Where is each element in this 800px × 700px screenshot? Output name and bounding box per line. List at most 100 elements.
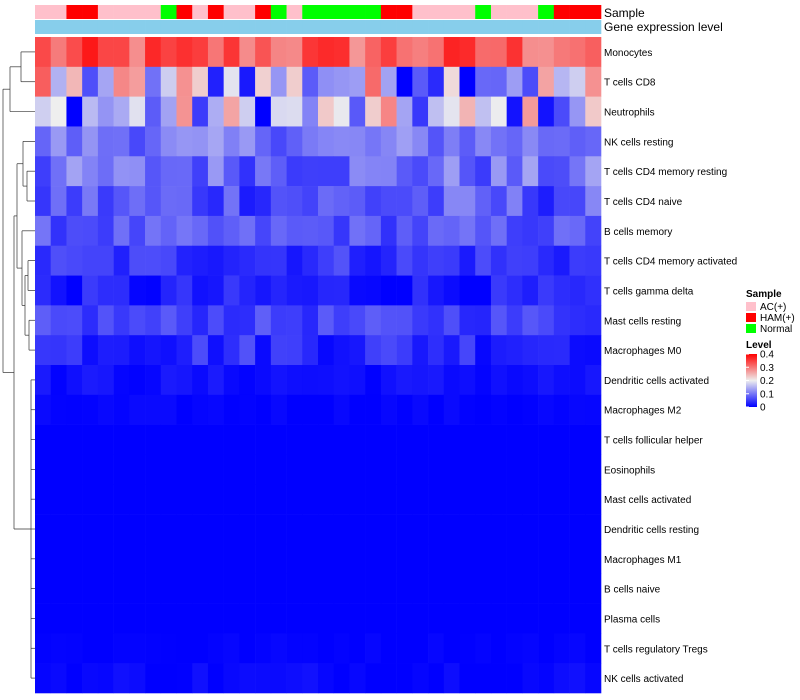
- heatmap-cell: [239, 573, 256, 604]
- heatmap-cell: [318, 394, 335, 425]
- expression-annotation-cell: [412, 20, 429, 34]
- row-label: T cells regulatory Tregs: [604, 644, 708, 655]
- heatmap-cell: [538, 37, 555, 68]
- heatmap-cell: [113, 245, 130, 276]
- heatmap-cell: [160, 275, 177, 306]
- heatmap-cell: [538, 603, 555, 634]
- heatmap-cell: [412, 215, 429, 247]
- heatmap-cell: [239, 424, 256, 455]
- heatmap-cell: [475, 394, 492, 425]
- heatmap-cell: [97, 126, 114, 157]
- heatmap-cell: [145, 96, 162, 127]
- heatmap-cell: [113, 365, 130, 396]
- row-label: Monocytes: [604, 48, 652, 59]
- heatmap-cell: [129, 365, 146, 396]
- heatmap-cell: [160, 335, 177, 366]
- heatmap-cell: [239, 66, 256, 97]
- heatmap-cell: [396, 394, 413, 425]
- heatmap-cell: [490, 215, 507, 247]
- heatmap-cell: [160, 633, 177, 664]
- heatmap-cell: [365, 573, 382, 604]
- heatmap-cell: [585, 663, 602, 694]
- sample-annotation-cell: [66, 5, 83, 19]
- heatmap-cell: [585, 66, 602, 97]
- expression-annotation-cell: [396, 20, 413, 34]
- heatmap-cell: [129, 156, 146, 187]
- heatmap-cell: [207, 424, 224, 455]
- expression-annotation-track: [35, 20, 602, 34]
- heatmap-cell: [538, 484, 555, 515]
- expression-annotation-cell: [207, 20, 224, 34]
- heatmap-cell: [207, 543, 224, 575]
- heatmap-cell: [349, 335, 366, 366]
- heatmap-cell: [569, 126, 586, 157]
- heatmap-cell: [396, 96, 413, 127]
- heatmap-cell: [129, 96, 146, 127]
- heatmap-cell: [333, 156, 350, 187]
- heatmap-cell: [255, 543, 272, 575]
- heatmap-cell: [82, 394, 99, 425]
- heatmap-cell: [35, 394, 52, 425]
- heatmap-cell: [113, 573, 130, 604]
- heatmap-cell: [365, 514, 382, 545]
- heatmap-cell: [223, 305, 240, 336]
- heatmap-cell: [129, 305, 146, 336]
- expression-annotation-cell: [380, 20, 397, 34]
- heatmap-cell: [569, 275, 586, 306]
- heatmap-cell: [538, 335, 555, 366]
- expression-annotation-cell: [97, 20, 114, 34]
- heatmap-cell: [50, 484, 67, 515]
- heatmap-cell: [192, 37, 209, 68]
- heatmap-cell: [569, 156, 586, 187]
- heatmap-cell: [365, 663, 382, 694]
- heatmap-cell: [192, 543, 209, 575]
- heatmap-cell: [459, 275, 476, 306]
- sample-annotation-cell: [475, 5, 492, 19]
- heatmap-cell: [365, 543, 382, 575]
- heatmap-cell: [380, 96, 397, 127]
- heatmap-cell: [475, 126, 492, 157]
- heatmap-cell: [349, 156, 366, 187]
- heatmap-cell: [35, 186, 52, 217]
- heatmap-cell: [97, 603, 114, 634]
- heatmap-cell: [459, 186, 476, 217]
- heatmap-cell: [286, 633, 303, 664]
- heatmap-cell: [333, 573, 350, 604]
- heatmap-cell: [506, 37, 523, 68]
- heatmap-cell: [412, 514, 429, 545]
- heatmap-cell: [506, 245, 523, 276]
- heatmap-cell: [97, 394, 114, 425]
- heatmap-cell: [490, 66, 507, 97]
- heatmap-cell: [585, 245, 602, 276]
- heatmap-cell: [459, 484, 476, 515]
- heatmap-cell: [239, 543, 256, 575]
- heatmap-cell: [380, 37, 397, 68]
- expression-annotation-cell: [349, 20, 366, 34]
- legend-level-tick-label: 0: [760, 403, 766, 414]
- heatmap-cell: [318, 275, 335, 306]
- expression-annotation-cell: [223, 20, 240, 34]
- heatmap-cell: [129, 603, 146, 634]
- heatmap-cell: [412, 543, 429, 575]
- heatmap-cell: [302, 454, 319, 485]
- sample-annotation-cell: [380, 5, 397, 19]
- heatmap-cell: [302, 245, 319, 276]
- heatmap-cell: [286, 663, 303, 694]
- heatmap-cell: [129, 454, 146, 485]
- heatmap-cell: [160, 156, 177, 187]
- heatmap-cell: [270, 335, 287, 366]
- heatmap-cell: [82, 215, 99, 247]
- heatmap-cell: [176, 663, 193, 694]
- heatmap-cell: [553, 245, 570, 276]
- heatmap-cell: [145, 543, 162, 575]
- heatmap-cell: [538, 454, 555, 485]
- row-label: T cells CD4 memory activated: [604, 257, 737, 268]
- heatmap-cell: [82, 66, 99, 97]
- expression-annotation-cell: [585, 20, 602, 34]
- heatmap-cell: [223, 543, 240, 575]
- heatmap-cell: [443, 37, 460, 68]
- heatmap-cell: [506, 215, 523, 247]
- heatmap-cell: [318, 424, 335, 455]
- heatmap-cell: [35, 215, 52, 247]
- heatmap-cell: [223, 156, 240, 187]
